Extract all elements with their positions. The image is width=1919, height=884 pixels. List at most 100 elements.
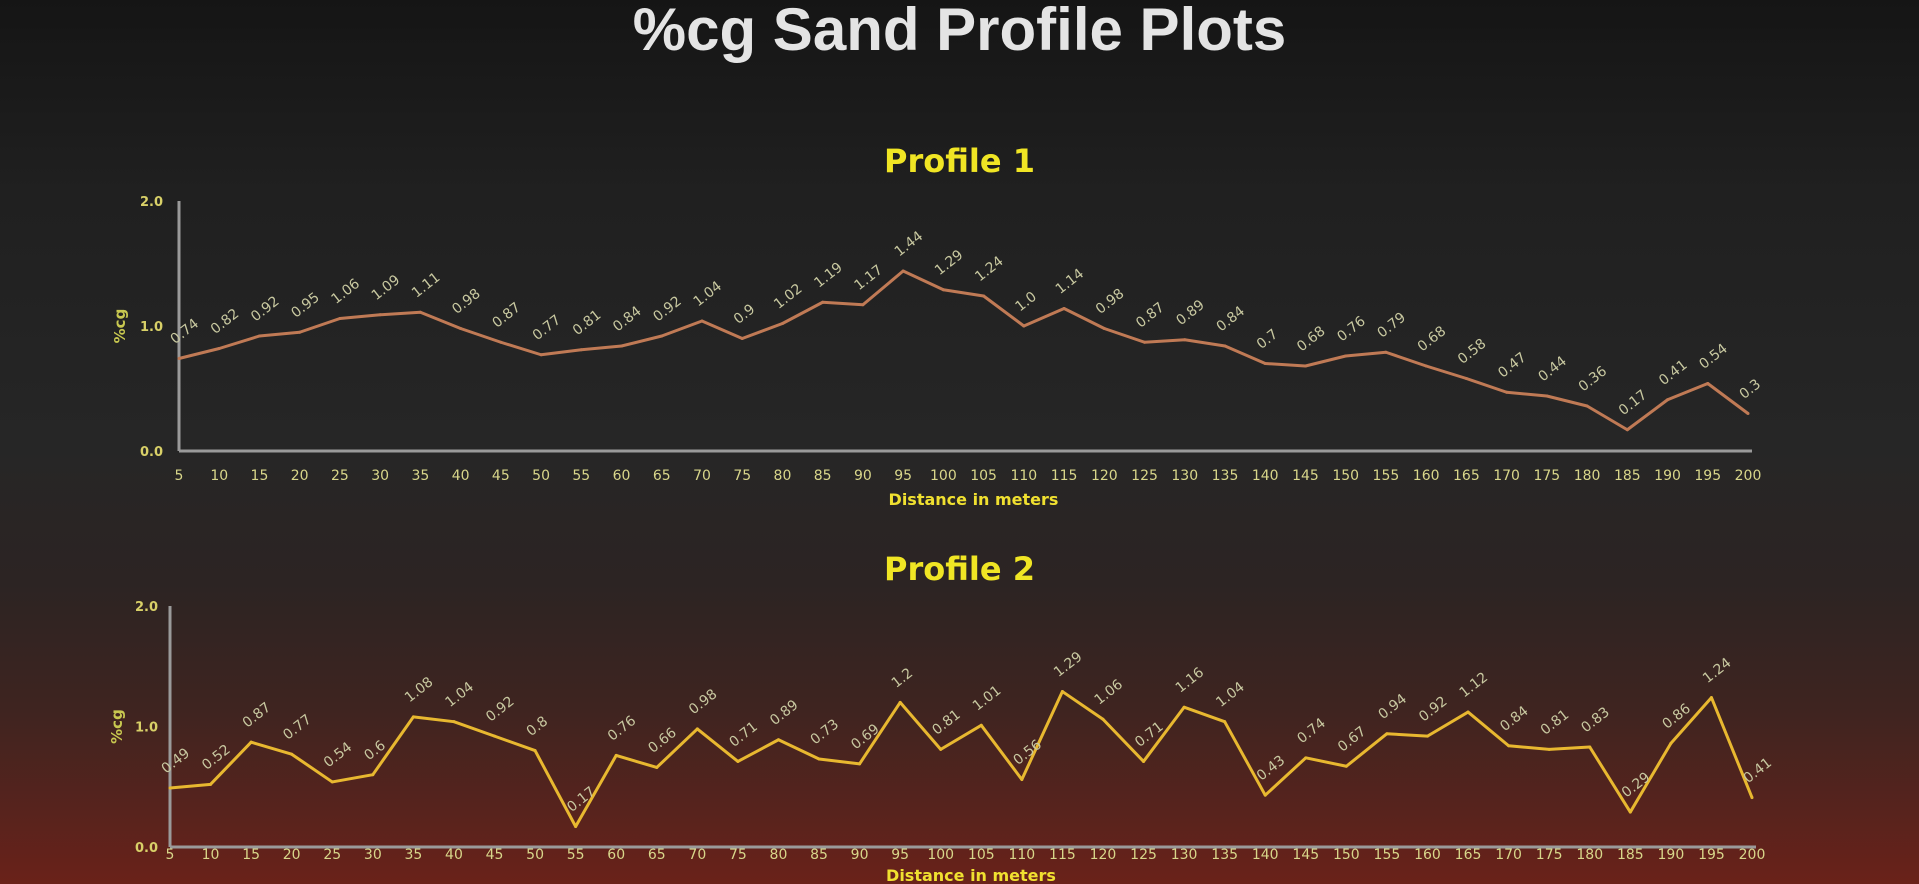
data-point (539, 353, 543, 357)
data-label: 1.08 (402, 674, 436, 706)
data-point (982, 294, 986, 298)
data-point (776, 738, 780, 742)
x-axis-label: Distance in meters (886, 866, 1056, 884)
x-tick-label: 120 (1091, 468, 1118, 484)
x-tick-label: 100 (927, 847, 954, 863)
x-tick-label: 70 (688, 847, 706, 863)
x-tick-label: 65 (648, 847, 666, 863)
x-tick-label: 170 (1495, 847, 1522, 863)
data-point (1142, 759, 1146, 763)
data-point (1022, 324, 1026, 328)
x-tick-label: 170 (1493, 468, 1520, 484)
data-label: 1.06 (1092, 677, 1126, 709)
data-point (736, 759, 740, 763)
data-point (1706, 382, 1710, 385)
data-label: 1.04 (1213, 679, 1247, 711)
x-tick-label: 90 (851, 847, 869, 863)
data-point (740, 337, 744, 340)
x-tick-label: 5 (175, 468, 184, 484)
y-tick-label: 0.0 (140, 445, 163, 460)
data-point (1060, 690, 1064, 694)
data-point (695, 727, 699, 731)
data-point (1746, 412, 1750, 415)
x-tick-label: 145 (1292, 847, 1319, 863)
x-tick-label: 155 (1374, 847, 1401, 863)
x-tick-label: 115 (1049, 847, 1076, 863)
data-point (979, 723, 983, 727)
x-tick-label: 105 (968, 847, 995, 863)
data-point (1507, 744, 1511, 748)
data-label: 1.04 (443, 679, 477, 711)
x-tick-label: 30 (364, 847, 382, 863)
x-tick-label: 105 (970, 468, 997, 484)
y-axis-label: %cg (111, 309, 129, 344)
data-point (1102, 327, 1106, 330)
data-point (493, 734, 497, 738)
data-label: 0.92 (483, 693, 517, 725)
x-tick-label: 20 (291, 468, 309, 484)
data-point (1750, 796, 1754, 800)
data-label: 1.12 (1457, 669, 1491, 701)
data-point (217, 347, 221, 350)
data-point (209, 782, 213, 786)
data-label: 0.81 (929, 707, 963, 739)
x-tick-label: 75 (733, 468, 751, 484)
x-tick-label: 10 (202, 847, 220, 863)
chart-title: Profile 2 (883, 550, 1035, 588)
data-point (1143, 340, 1147, 344)
x-tick-label: 130 (1171, 468, 1198, 484)
data-label: 0.73 (808, 716, 842, 748)
x-tick-label: 110 (1010, 468, 1037, 484)
data-label: 0.89 (767, 697, 801, 729)
data-point (1303, 364, 1307, 368)
data-label: 0.84 (1497, 703, 1531, 735)
data-point (1588, 745, 1592, 749)
x-tick-label: 190 (1654, 468, 1681, 484)
data-point (1183, 338, 1187, 342)
x-tick-label: 110 (1008, 847, 1035, 863)
x-tick-label: 90 (854, 468, 872, 484)
x-tick-label: 40 (445, 847, 463, 863)
x-tick-label: 5 (166, 847, 175, 863)
profile-1-plot: 0.0 1.0 2.0 %cg 5 10 15 20 25 30 35 40 45 50 55 60 65 70 7… (111, 195, 1764, 509)
series-line (178, 269, 1749, 432)
data-label: 0.41 (1741, 755, 1775, 787)
x-tick-label: 180 (1574, 468, 1601, 484)
x-tick-label: 15 (242, 847, 260, 863)
data-point (418, 310, 422, 314)
x-tick-label: 190 (1658, 847, 1685, 863)
data-point (1344, 764, 1348, 768)
data-point (257, 334, 261, 338)
data-label: 0.81 (1538, 707, 1572, 739)
data-label: 0.71 (1132, 719, 1166, 751)
data-point (371, 773, 375, 777)
chart-title: Profile 1 (883, 142, 1035, 180)
data-point (780, 322, 784, 325)
x-tick-label: 25 (331, 468, 349, 484)
x-tick-label: 35 (404, 847, 422, 863)
y-tick-label: 0.0 (135, 841, 158, 856)
data-label: 0.52 (199, 742, 233, 774)
y-tick-label: 2.0 (140, 195, 163, 210)
x-tick-label: 140 (1252, 468, 1279, 484)
x-tick-label: 95 (894, 468, 912, 484)
x-tick-label: 20 (283, 847, 301, 863)
data-point (338, 317, 342, 320)
data-label: 0.86 (1659, 701, 1693, 733)
data-point (452, 720, 456, 724)
data-point (1101, 717, 1105, 721)
x-tick-label: 185 (1614, 468, 1641, 484)
data-point (1466, 710, 1470, 714)
x-tick-label: 195 (1698, 847, 1725, 863)
data-label: 0.17 (564, 784, 598, 816)
data-point (1385, 732, 1389, 736)
x-tick-label: 35 (411, 468, 429, 484)
data-point (660, 334, 664, 338)
x-tick-label: 75 (729, 847, 747, 863)
data-point (821, 300, 825, 304)
data-point (1545, 394, 1549, 398)
x-tick-label: 55 (567, 847, 585, 863)
x-tick-label: 150 (1333, 847, 1360, 863)
data-point (1344, 354, 1348, 358)
x-tick-label: 80 (774, 468, 792, 484)
